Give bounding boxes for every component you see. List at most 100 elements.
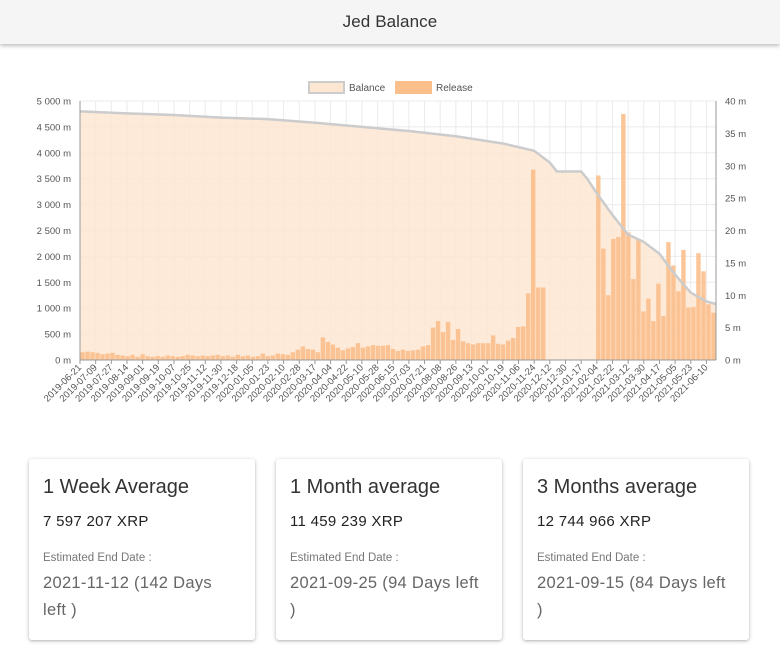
release-bar — [330, 344, 336, 360]
release-bar — [270, 355, 276, 360]
release-bar — [255, 356, 260, 360]
chart-svg: 0 m 500 m 1 000 m 1 500 m 2 000 m 2 500 m 3 00… — [37, 81, 746, 404]
release-bar — [460, 341, 466, 360]
release-bar — [350, 347, 356, 360]
release-bar — [155, 356, 160, 360]
card-end-date-line2: ) — [290, 601, 296, 619]
y-left-tick-label: 1 500 m — [37, 278, 71, 289]
y-right-tick-label: 25 m — [725, 194, 746, 205]
card-1-month-average: 1 Month average 11 459 239 XRP Estimated… — [276, 459, 502, 640]
release-bar — [686, 307, 691, 360]
card-end-date-line2: left ) — [43, 601, 77, 619]
card-label: Estimated End Date : — [43, 552, 152, 564]
release-bar — [100, 354, 105, 360]
card-title: 1 Week Average — [43, 476, 190, 498]
release-bar — [175, 356, 180, 360]
release-bar — [420, 346, 426, 360]
card-label: Estimated End Date : — [537, 552, 646, 564]
release-bar — [360, 347, 366, 360]
release-bar — [430, 327, 436, 360]
release-bar — [515, 326, 521, 360]
legend-swatch — [308, 81, 345, 94]
release-bar — [225, 355, 230, 360]
release-bar — [200, 355, 205, 360]
release-bar — [295, 349, 301, 360]
release-bar — [115, 354, 120, 360]
card-value: 7 597 207 XRP — [43, 513, 149, 530]
release-bar — [601, 248, 606, 360]
release-bar — [480, 343, 486, 360]
y-left-tick-label: 0 m — [55, 356, 71, 367]
release-bar — [510, 337, 516, 360]
release-bar — [661, 315, 666, 360]
card-label: Estimated End Date : — [290, 552, 399, 564]
release-bar — [135, 356, 140, 360]
card-title: 1 Month average — [290, 476, 441, 498]
legend-swatch — [395, 81, 432, 94]
release-bar — [606, 295, 611, 360]
release-bar — [355, 343, 361, 360]
release-bar — [180, 356, 185, 360]
release-bar — [596, 175, 601, 360]
release-bar — [425, 345, 431, 360]
balance-chart: 0 m 500 m 1 000 m 1 500 m 2 000 m 2 500 m 3 00… — [0, 70, 780, 430]
release-bar — [656, 283, 661, 360]
release-bar — [145, 356, 150, 360]
release-bar — [400, 349, 406, 360]
card-value: 12 744 966 XRP — [537, 513, 652, 530]
card-end-date-line2: ) — [537, 601, 543, 619]
release-bar — [110, 352, 115, 360]
release-bar — [666, 242, 671, 360]
release-bar — [185, 354, 190, 360]
release-bar — [691, 306, 696, 360]
y-left-tick-label: 4 500 m — [37, 122, 71, 133]
y-left-tick-label: 500 m — [45, 330, 71, 341]
release-bar — [290, 352, 296, 360]
release-bar — [651, 321, 656, 360]
y-left-tick-label: 2 500 m — [37, 226, 71, 237]
balance-area — [80, 111, 716, 360]
release-bar — [616, 236, 621, 360]
release-bar — [250, 356, 255, 360]
release-bar — [646, 298, 651, 360]
release-bar — [340, 350, 346, 360]
release-bar — [536, 287, 541, 360]
card-title: 3 Months average — [537, 476, 698, 498]
release-bar — [205, 356, 210, 360]
release-bar — [681, 249, 686, 360]
y-right-tick-label: 20 m — [725, 226, 746, 237]
release-bar — [440, 332, 446, 360]
y-right-tick-label: 30 m — [725, 161, 746, 172]
y-left-tick-label: 1 000 m — [37, 304, 71, 315]
release-bar — [265, 356, 270, 360]
release-bar — [235, 354, 240, 360]
release-bar — [140, 354, 145, 360]
y-right-tick-label: 0 m — [725, 356, 741, 367]
release-bar — [105, 353, 110, 360]
release-bar — [671, 265, 676, 360]
card-1-week-average: 1 Week Average 7 597 207 XRP Estimated E… — [29, 459, 255, 640]
legend-label: Release — [436, 83, 473, 94]
release-bar — [230, 356, 235, 360]
y-right-tick-label: 10 m — [725, 291, 746, 302]
release-bar — [170, 356, 175, 360]
release-bar — [335, 347, 341, 360]
release-bar — [190, 355, 195, 360]
release-bar — [696, 253, 701, 360]
release-bar — [505, 340, 511, 360]
release-bar — [470, 344, 476, 360]
release-bar — [325, 341, 331, 360]
release-bar — [706, 304, 711, 360]
release-bar — [310, 349, 316, 360]
release-bar — [90, 352, 95, 360]
release-bar — [220, 356, 225, 360]
release-bar — [676, 291, 681, 360]
release-bar — [150, 356, 155, 360]
release-bar — [120, 355, 125, 360]
release-bar — [611, 238, 616, 360]
release-bar — [300, 346, 306, 360]
card-end-date: 2021-11-12 (142 Days left ) — [43, 570, 241, 624]
y-left-tick-label: 2 000 m — [37, 252, 71, 263]
release-bar — [210, 355, 215, 360]
balance-line — [79, 110, 717, 306]
